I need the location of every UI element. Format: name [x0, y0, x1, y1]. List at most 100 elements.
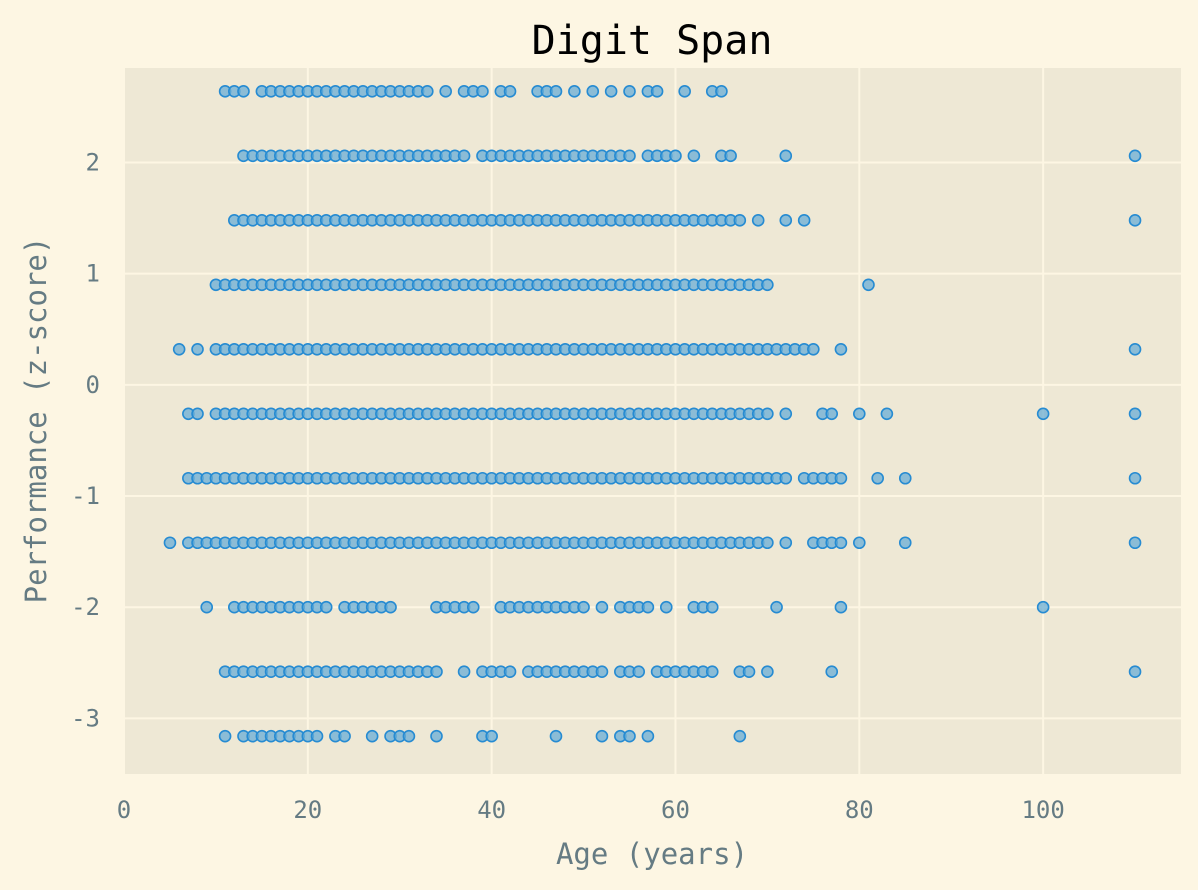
data-point: [191, 342, 204, 356]
data-point: [898, 536, 912, 550]
data-point: [853, 407, 866, 421]
data-point: [669, 149, 682, 163]
y-tick-label: -2: [71, 593, 100, 621]
x-tick-label: 100: [1021, 796, 1064, 824]
data-point: [779, 407, 793, 421]
data-point: [761, 407, 774, 421]
data-point: [761, 536, 774, 550]
data-point: [237, 85, 250, 98]
data-point: [172, 342, 186, 356]
data-point: [779, 471, 793, 485]
y-tick-label: 1: [86, 260, 100, 288]
data-point: [476, 85, 489, 98]
data-point: [549, 729, 563, 743]
data-point: [715, 85, 728, 98]
data-point: [825, 665, 839, 679]
data-point: [1128, 407, 1142, 421]
data-point: [1036, 600, 1050, 614]
data-point: [779, 149, 793, 163]
data-point: [568, 85, 581, 98]
data-point: [770, 600, 783, 614]
data-point: [430, 729, 443, 743]
data-point: [862, 278, 875, 292]
x-tick-label: 80: [845, 796, 874, 824]
data-point: [439, 85, 452, 98]
x-tick-labels: 0 20 40 60 80 100: [117, 796, 1065, 824]
x-tick-label: 40: [477, 796, 506, 824]
data-point: [503, 85, 517, 98]
data-point: [595, 600, 609, 614]
data-point: [310, 729, 324, 743]
data-point: [1128, 665, 1142, 679]
data-point: [218, 729, 232, 743]
data-point: [430, 665, 443, 679]
data-point: [834, 600, 848, 614]
data-point: [163, 536, 177, 550]
data-point: [632, 665, 646, 679]
data-point: [705, 600, 719, 614]
data-point: [751, 214, 765, 227]
plot-area: [124, 68, 1181, 774]
data-point: [1036, 407, 1050, 421]
data-point: [641, 600, 655, 614]
data-point: [457, 665, 471, 679]
data-point: [898, 471, 912, 485]
data-points: [163, 85, 1142, 743]
data-point: [650, 85, 664, 98]
data-point: [825, 407, 839, 421]
data-point: [659, 600, 673, 614]
data-point: [1128, 149, 1142, 163]
y-tick-label: 2: [86, 149, 100, 177]
data-point: [641, 729, 655, 743]
data-point: [365, 729, 379, 743]
data-point: [733, 729, 747, 743]
data-point: [466, 600, 480, 614]
y-tick-label: -1: [71, 482, 100, 510]
data-point: [724, 149, 737, 163]
data-point: [338, 729, 351, 743]
data-point: [834, 471, 848, 485]
data-point: [733, 214, 747, 227]
data-point: [834, 342, 848, 356]
data-point: [1128, 342, 1142, 356]
data-point: [779, 536, 793, 550]
x-axis-label: Age (years): [556, 837, 748, 871]
data-point: [1128, 471, 1142, 485]
data-point: [384, 600, 397, 614]
data-point: [319, 600, 333, 614]
data-point: [402, 729, 416, 743]
data-point: [457, 149, 471, 163]
data-point: [853, 536, 866, 550]
data-point: [880, 407, 894, 421]
data-point: [761, 278, 774, 292]
data-point: [623, 149, 636, 163]
data-point: [485, 729, 498, 743]
x-tick-label: 60: [661, 796, 690, 824]
data-point: [797, 214, 811, 227]
data-point: [421, 85, 434, 98]
data-point: [761, 665, 774, 679]
data-point: [705, 665, 719, 679]
chart-title: Digit Span: [532, 18, 773, 64]
data-point: [595, 665, 609, 679]
data-point: [871, 471, 884, 485]
y-axis-label: Performance (z-score): [19, 237, 53, 604]
x-tick-label: 0: [117, 796, 131, 824]
data-point: [742, 665, 756, 679]
data-point: [503, 665, 517, 679]
data-point: [779, 214, 793, 227]
data-point: [595, 729, 609, 743]
data-point: [807, 342, 820, 356]
data-point: [586, 85, 600, 98]
y-tick-label: -3: [71, 704, 100, 732]
y-tick-label: 0: [86, 371, 100, 399]
data-point: [549, 85, 563, 98]
data-point: [191, 407, 204, 421]
data-point: [678, 85, 691, 98]
data-point: [623, 729, 636, 743]
data-point: [834, 536, 848, 550]
data-point: [623, 85, 636, 98]
data-point: [1128, 536, 1142, 550]
data-point: [200, 600, 214, 614]
